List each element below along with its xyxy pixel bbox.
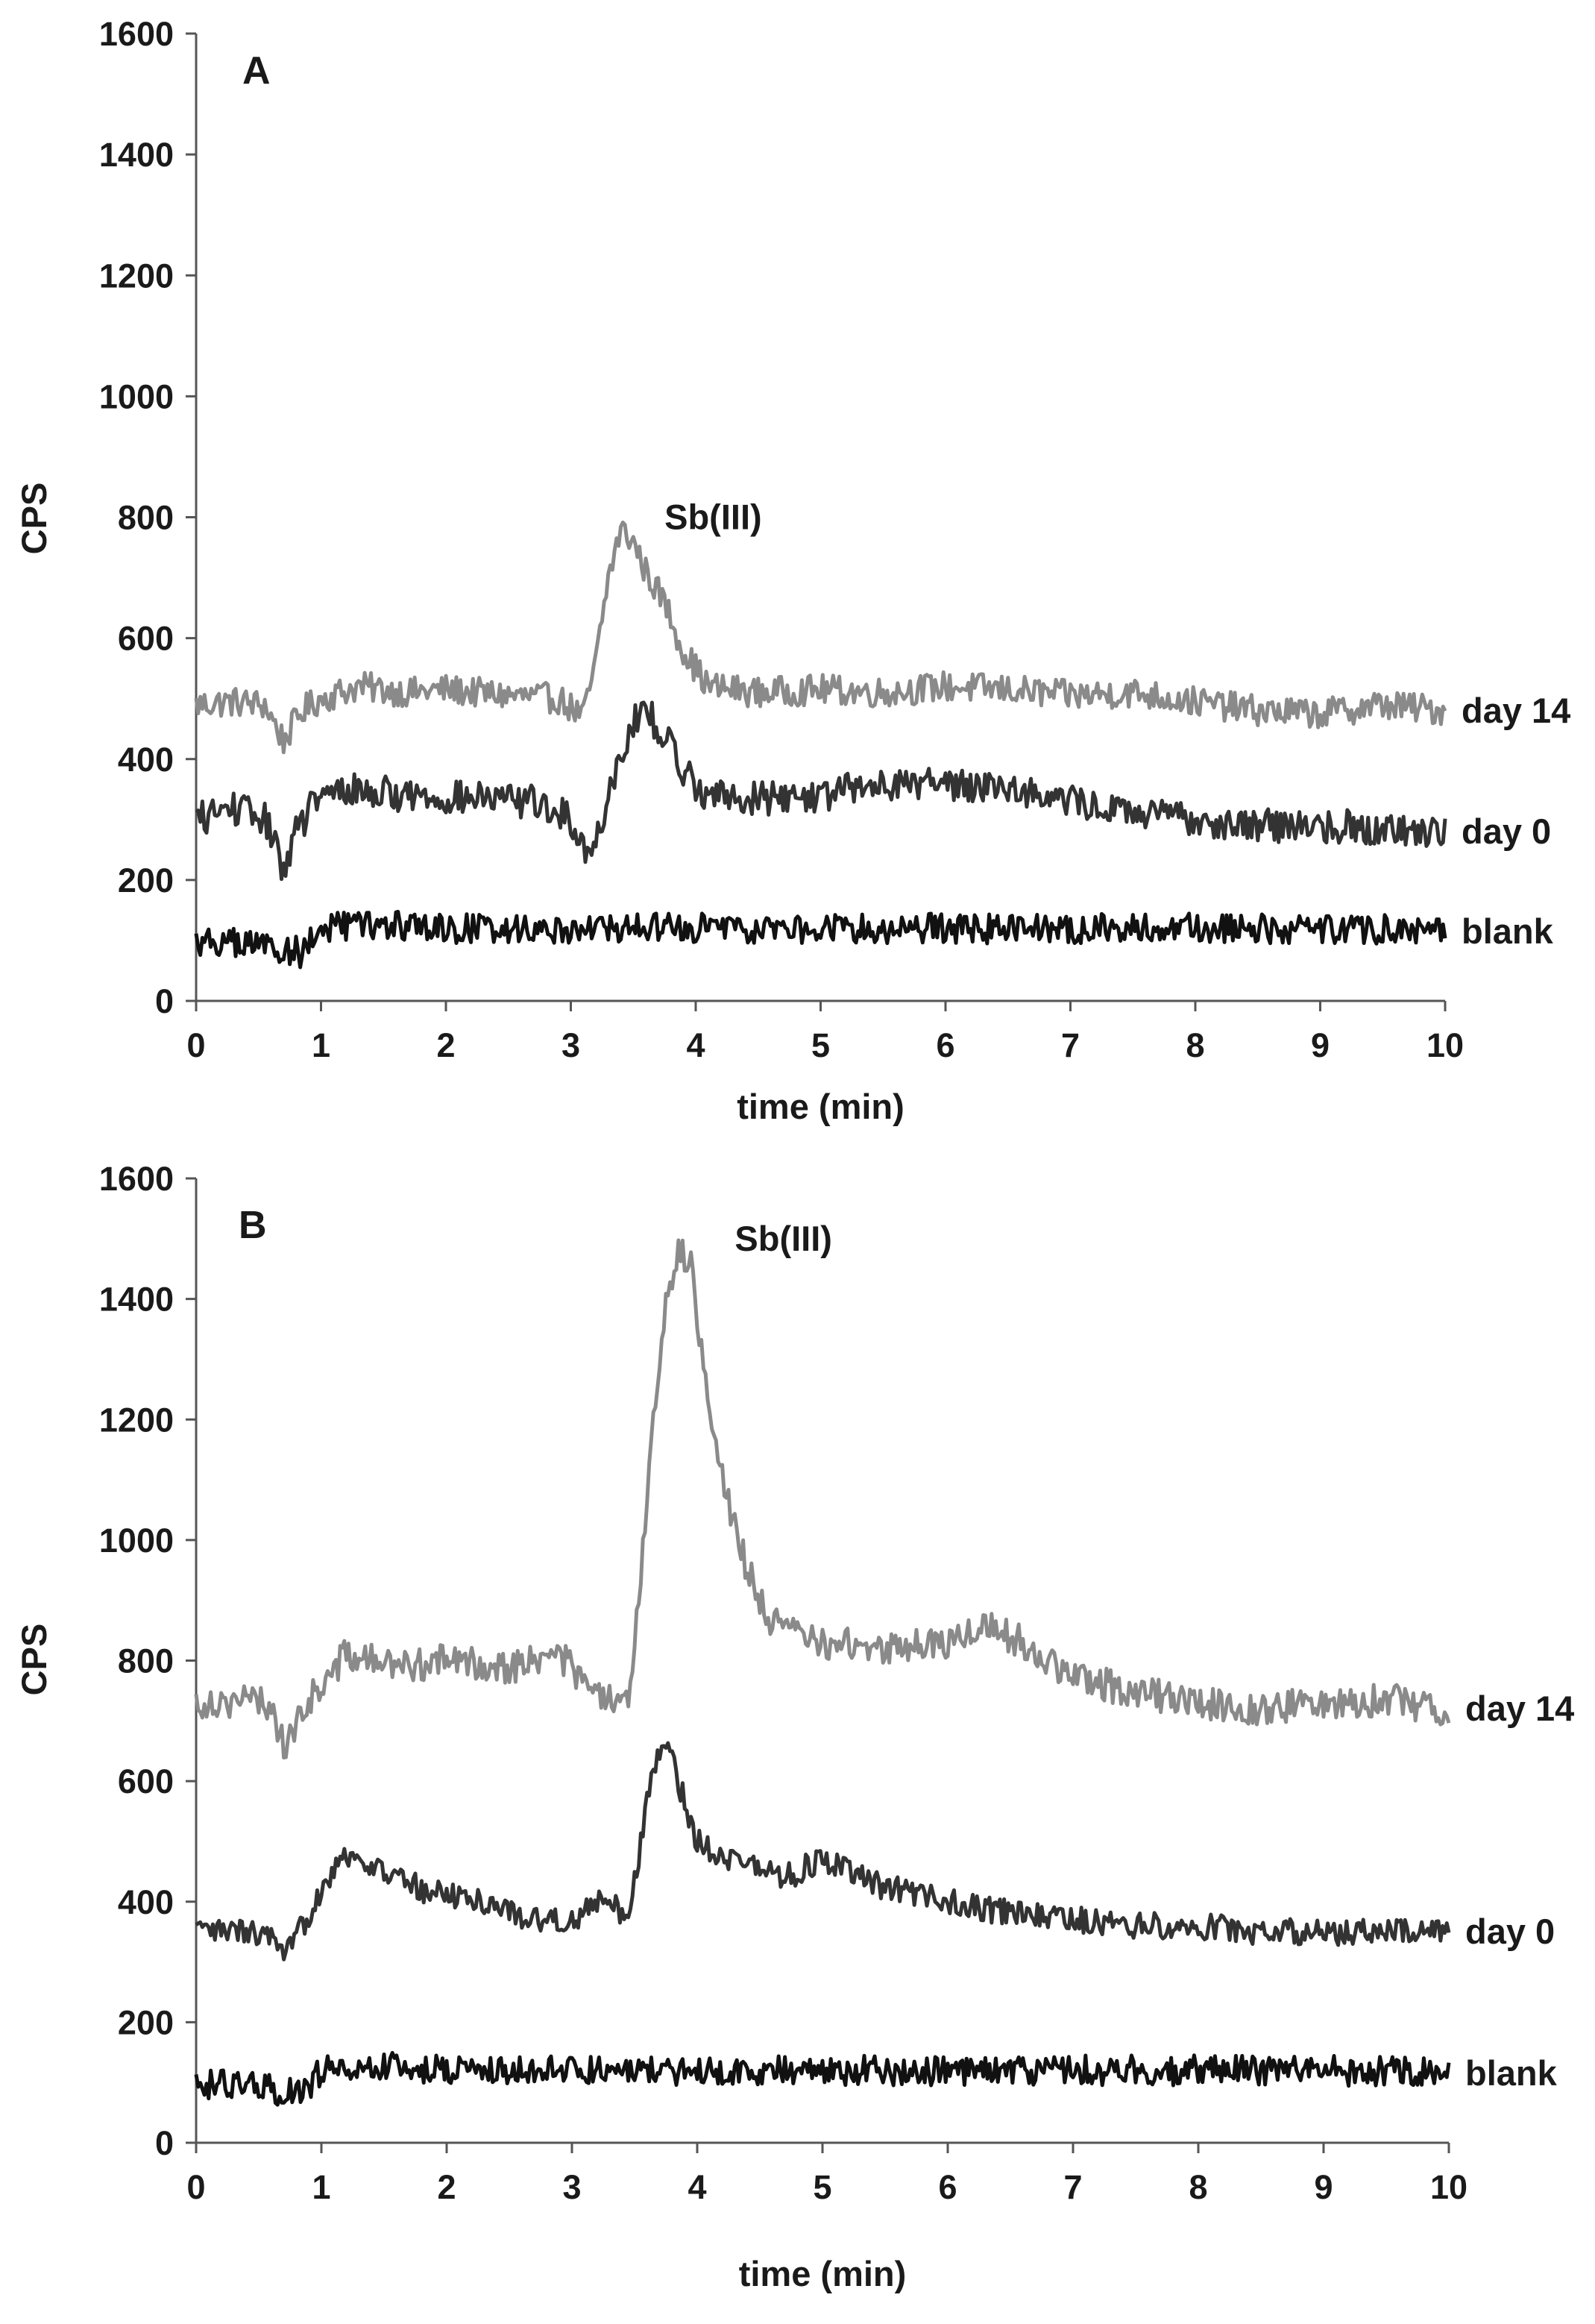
y-tick-label: 800 <box>118 499 174 537</box>
series-label-day-0: day 0 <box>1465 1912 1555 1951</box>
x-tick-label: 6 <box>936 1026 954 1064</box>
panel-label: B <box>239 1204 267 1247</box>
series-label-blank: blank <box>1462 911 1554 951</box>
y-tick-label: 1600 <box>99 1160 174 1198</box>
x-tick-label: 4 <box>688 2168 706 2206</box>
y-tick-label: 400 <box>118 741 174 779</box>
x-tick-label: 0 <box>186 1026 205 1064</box>
series-line-blank <box>194 2050 1451 2107</box>
x-tick-label: 9 <box>1311 1026 1330 1064</box>
series-line-day-14 <box>194 521 1447 755</box>
y-tick-label: 600 <box>118 1762 174 1800</box>
x-tick-label: 5 <box>813 2168 831 2206</box>
x-tick-label: 8 <box>1186 1026 1204 1064</box>
y-tick-label: 0 <box>155 982 174 1020</box>
series-line-blank <box>194 909 1447 970</box>
y-tick-label: 1400 <box>99 136 174 174</box>
y-tick-label: 200 <box>118 861 174 899</box>
x-tick-label: 10 <box>1430 2168 1467 2206</box>
x-tick-label: 0 <box>186 2168 205 2206</box>
y-tick-label: 400 <box>118 1883 174 1921</box>
series-label-day-0: day 0 <box>1462 811 1551 851</box>
x-tick-label: 3 <box>561 1026 580 1064</box>
x-axis-title: time (min) <box>739 2254 907 2293</box>
x-tick-label: 9 <box>1314 2168 1333 2206</box>
y-tick-label: 800 <box>118 1642 174 1680</box>
panel-label: A <box>242 49 271 92</box>
y-tick-label: 1200 <box>99 257 174 295</box>
x-tick-label: 10 <box>1426 1026 1464 1064</box>
y-tick-label: 1200 <box>99 1401 174 1439</box>
y-tick-label: 600 <box>118 620 174 658</box>
y-axis-title: CPS <box>14 1624 54 1696</box>
y-tick-label: 1000 <box>99 1521 174 1560</box>
y-tick-label: 0 <box>155 2124 174 2162</box>
x-tick-label: 8 <box>1189 2168 1207 2206</box>
x-tick-label: 7 <box>1061 1026 1080 1064</box>
x-tick-label: 6 <box>938 2168 957 2206</box>
series-line-day-0 <box>195 700 1447 882</box>
series-label-day-14: day 14 <box>1462 691 1570 730</box>
y-axis-title: CPS <box>14 483 54 555</box>
x-tick-label: 2 <box>436 1026 455 1064</box>
x-tick-label: 4 <box>686 1026 705 1064</box>
x-tick-label: 5 <box>811 1026 830 1064</box>
y-tick-label: 1400 <box>99 1281 174 1319</box>
x-tick-label: 1 <box>312 2168 330 2206</box>
series-line-day-14 <box>194 1238 1451 1760</box>
x-axis-title: time (min) <box>737 1087 905 1126</box>
y-tick-label: 1000 <box>99 377 174 415</box>
y-tick-label: 200 <box>118 2003 174 2041</box>
panel-b: 0 200 400 600 800 1000 1200 1400 1600 0 1 2 3 4 5 6 7 8 9 1… <box>14 1160 1574 2293</box>
x-tick-label: 3 <box>562 2168 581 2206</box>
peak-annotation: Sb(III) <box>734 1219 832 1258</box>
x-tick-label: 1 <box>312 1026 330 1064</box>
peak-annotation: Sb(III) <box>664 497 762 537</box>
series-label-day-14: day 14 <box>1465 1689 1574 1728</box>
panel-a: 0 200 400 600 800 1000 1200 1400 1600 0 1 2 3 4 5 6 7 8 9 1… <box>14 15 1570 1126</box>
x-tick-label: 2 <box>437 2168 456 2206</box>
y-tick-label: 1600 <box>99 15 174 53</box>
series-label-blank: blank <box>1465 2053 1558 2093</box>
x-tick-label: 7 <box>1063 2168 1082 2206</box>
series-line-day-0 <box>195 1741 1451 1962</box>
